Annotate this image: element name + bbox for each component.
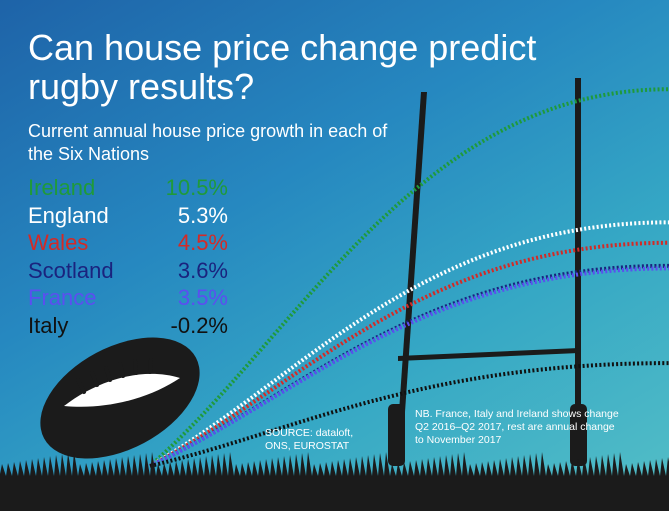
ball-panel bbox=[64, 373, 180, 407]
legend-value: 10.5% bbox=[165, 175, 228, 200]
footnote: NB. France, Italy and Ireland shows chan… bbox=[415, 408, 619, 446]
legend-name: Ireland bbox=[28, 175, 96, 200]
legend-item: Italy -0.2% bbox=[28, 312, 228, 340]
chart-subtitle: Current annual house price growth in eac… bbox=[28, 121, 388, 164]
legend-name: Italy bbox=[28, 312, 69, 338]
goal-post-pad-right bbox=[570, 404, 587, 466]
goal-post-right bbox=[575, 78, 581, 441]
legend-value: 3.5% bbox=[177, 285, 228, 310]
goal-post-left bbox=[397, 92, 427, 441]
legend-item: England 5.3% bbox=[28, 202, 228, 230]
rugby-ball-icon bbox=[40, 337, 200, 459]
trajectory-scotland bbox=[149, 263, 669, 468]
legend-item: Ireland 10.5% bbox=[28, 174, 228, 202]
legend-value: 4.5% bbox=[177, 230, 228, 255]
grass-silhouette bbox=[0, 452, 669, 511]
goal-post-pad-left bbox=[388, 404, 405, 466]
legend-value: -0.2% bbox=[170, 312, 228, 338]
legend-name: England bbox=[28, 202, 109, 228]
trajectory-england bbox=[149, 220, 669, 468]
legend-name: Wales bbox=[28, 230, 89, 255]
legend-value: 5.3% bbox=[177, 202, 228, 228]
goal-crossbar bbox=[398, 348, 579, 361]
page-title: Can house price change predict rugby res… bbox=[28, 27, 537, 107]
legend-item: Scotland 3.6% bbox=[28, 257, 228, 285]
legend-name: Scotland bbox=[28, 257, 114, 283]
goal-posts-icon bbox=[388, 78, 587, 466]
ball-laces bbox=[76, 358, 153, 394]
trajectory-lines bbox=[148, 87, 669, 468]
grass-base bbox=[0, 478, 669, 511]
legend-value: 3.6% bbox=[177, 257, 228, 283]
trajectory-italy bbox=[149, 361, 669, 468]
legend-item: France 3.5% bbox=[28, 284, 228, 312]
source-note: SOURCE: dataloft, ONS, EUROSTAT bbox=[265, 427, 354, 452]
trajectory-wales bbox=[149, 240, 669, 468]
legend: Ireland 10.5% England 5.3% Wales 4.5% Sc… bbox=[28, 174, 228, 339]
legend-item: Wales 4.5% bbox=[28, 229, 228, 257]
legend-name: France bbox=[28, 285, 97, 310]
